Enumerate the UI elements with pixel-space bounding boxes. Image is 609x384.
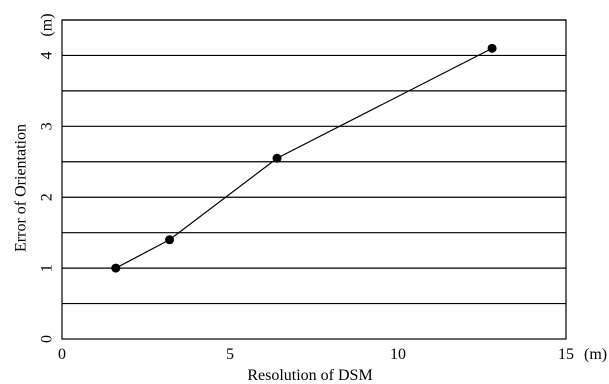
y-axis-unit: (m) bbox=[39, 13, 56, 36]
x-tick-label: 10 bbox=[390, 346, 406, 363]
series-line bbox=[115, 47, 493, 269]
x-axis-label: Resolution of DSM bbox=[247, 367, 372, 384]
data-point bbox=[165, 235, 175, 245]
x-axis-unit: (m) bbox=[584, 346, 607, 363]
data-point bbox=[272, 153, 282, 163]
y-axis-label: Error of Orientation bbox=[13, 124, 30, 252]
y-tick-label: 2 bbox=[39, 193, 56, 201]
x-tick-labels: 0 5 10 15 bbox=[58, 346, 574, 363]
data-point bbox=[487, 43, 497, 53]
plot-frame bbox=[61, 19, 567, 340]
y-tick-label: 1 bbox=[39, 264, 56, 272]
y-tick-label: 3 bbox=[39, 122, 56, 130]
data-series bbox=[111, 43, 497, 273]
x-tick-label: 15 bbox=[558, 346, 574, 363]
x-tick-label: 5 bbox=[226, 346, 234, 363]
y-tick-label: 4 bbox=[39, 51, 56, 59]
data-point bbox=[111, 263, 121, 273]
y-tick-labels: 0 1 2 3 4 bbox=[39, 51, 56, 343]
y-tick-label: 0 bbox=[39, 335, 56, 343]
grid-lines bbox=[62, 19, 566, 305]
x-tick-label: 0 bbox=[58, 346, 66, 363]
